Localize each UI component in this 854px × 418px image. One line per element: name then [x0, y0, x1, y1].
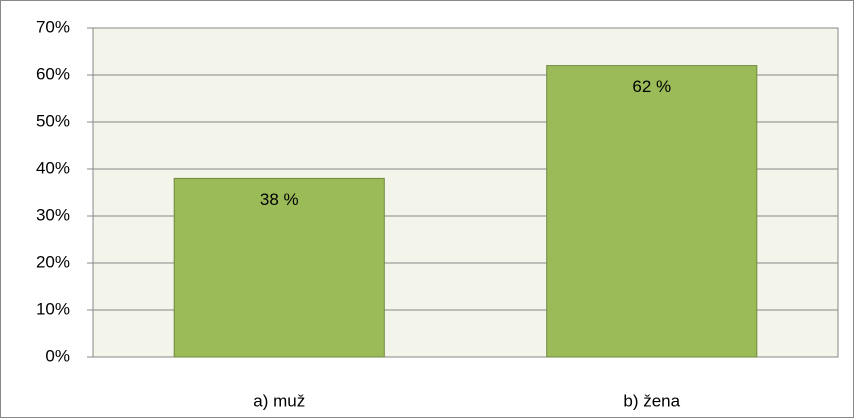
data-label: 62 % [632, 77, 671, 96]
y-tick-label: 70% [36, 17, 70, 36]
bar [173, 177, 385, 358]
bar [546, 65, 758, 358]
x-tick-label: a) muž [253, 391, 305, 410]
y-tick-label: 40% [36, 158, 70, 177]
data-label: 38 % [260, 190, 299, 209]
y-tick-label: 60% [36, 64, 70, 83]
y-tick-label: 10% [36, 299, 70, 318]
y-tick-label: 30% [36, 205, 70, 224]
y-tick-label: 50% [36, 111, 70, 130]
y-tick-label: 0% [45, 346, 70, 365]
x-tick-label: b) žena [623, 391, 680, 410]
y-tick-label: 20% [36, 252, 70, 271]
